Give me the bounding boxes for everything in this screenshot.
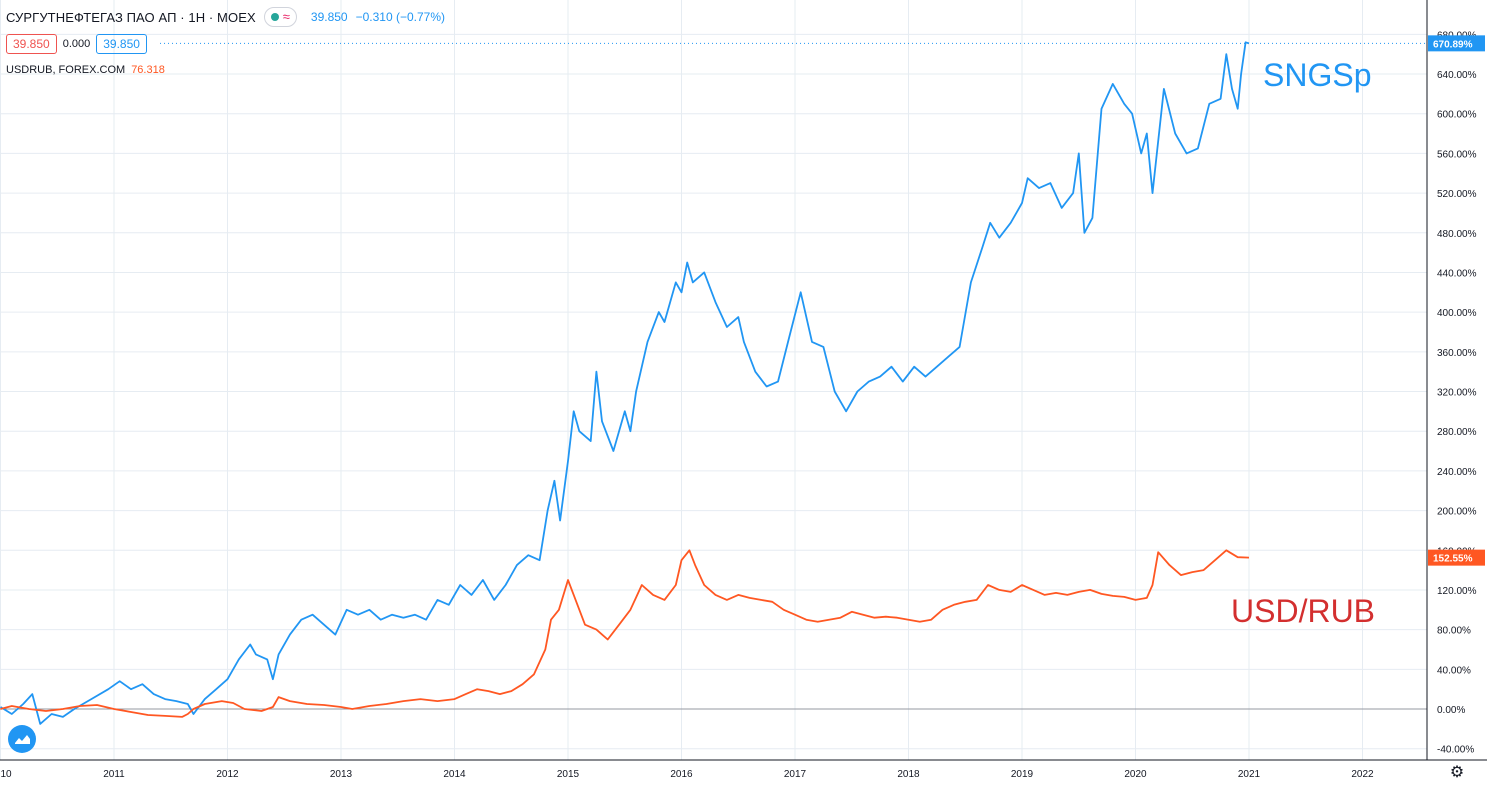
price-badge-sngsp: 670.89%	[1433, 39, 1473, 50]
x-tick-label: 2013	[330, 769, 353, 780]
x-tick-label: 2015	[557, 769, 580, 780]
y-tick-label: 40.00%	[1437, 665, 1471, 676]
status-pill[interactable]: ≈	[263, 7, 297, 27]
y-tick-label: 0.00%	[1437, 705, 1465, 716]
price-badges: 670.89% 152.55%	[1428, 35, 1485, 566]
price-badge-sngsp-bg	[1428, 35, 1485, 52]
y-tick-label: 320.00%	[1437, 388, 1477, 399]
legend-compare: USDRUB, FOREX.COM 76.318	[6, 64, 165, 76]
bid-ask-row: 39.850 0.000 39.850	[6, 34, 147, 54]
y-tick-label: 480.00%	[1437, 229, 1477, 240]
y-tick-label: 640.00%	[1437, 70, 1477, 81]
gear-icon[interactable]: ⚙	[1449, 764, 1465, 781]
price-change: −0.310 (−0.77%)	[355, 10, 445, 24]
cloud-icon	[15, 735, 30, 744]
x-tick-label: 2010	[0, 769, 12, 780]
y-tick-label: 360.00%	[1437, 348, 1477, 359]
grid-lines	[0, 0, 1427, 760]
y-tick-label: 600.00%	[1437, 110, 1477, 121]
price-badge-usdrub: 152.55%	[1433, 554, 1473, 565]
annotations: SNGSp USD/RUB	[1231, 57, 1375, 629]
y-tick-label: 440.00%	[1437, 268, 1477, 279]
y-tick-label: -40.00%	[1437, 745, 1474, 756]
x-tick-label: 2012	[216, 769, 239, 780]
legend-main: СУРГУТНЕФТЕГАЗ ПАО АП · 1Н · MOEX ≈ 39.8…	[6, 7, 445, 27]
annotation-sngsp: SNGSp	[1263, 57, 1371, 93]
y-tick-label: 80.00%	[1437, 626, 1471, 637]
market-status-dot-icon	[270, 13, 279, 21]
y-tick-label: 280.00%	[1437, 427, 1477, 438]
y-tick-label: 560.00%	[1437, 149, 1477, 160]
last-price: 39.850	[310, 10, 348, 24]
series-layer	[0, 41, 1427, 725]
delayed-data-icon: ≈	[282, 9, 290, 24]
series-line-0[interactable]	[0, 41, 1250, 725]
compare-symbol[interactable]: USDRUB, FOREX.COM	[6, 64, 126, 76]
y-tick-label: 400.00%	[1437, 308, 1477, 319]
x-tick-label: 2016	[670, 769, 693, 780]
time-axis[interactable]: 2010 2011 2012 2013 2014 2015 2016 2017 2018 2019…	[0, 759, 1487, 780]
compare-value: 76.318	[131, 64, 165, 76]
price-badge-usdrub-bg	[1428, 549, 1485, 566]
y-tick-label: 120.00%	[1437, 586, 1477, 597]
x-tick-label: 2020	[1124, 769, 1147, 780]
y-tick-label: 520.00%	[1437, 189, 1477, 200]
ask-price[interactable]: 39.850	[96, 34, 147, 54]
symbol-title[interactable]: СУРГУТНЕФТЕГАЗ ПАО АП · 1Н · MOEX	[6, 9, 256, 25]
y-tick-label: 200.00%	[1437, 507, 1477, 518]
x-tick-label: 2014	[443, 769, 466, 780]
x-tick-label: 2011	[103, 769, 125, 780]
x-tick-label: 2017	[784, 769, 807, 780]
x-tick-label: 2019	[1011, 769, 1034, 780]
spread-value: 0.000	[62, 38, 91, 50]
price-axis[interactable]: -40.00%0.00%40.00%80.00%120.00%160.00%20…	[1426, 0, 1477, 760]
annotation-usdrub: USD/RUB	[1231, 593, 1375, 629]
y-tick-label: 240.00%	[1437, 467, 1477, 478]
tradingview-logo-icon[interactable]	[8, 725, 36, 753]
x-tick-label: 2018	[897, 769, 920, 780]
x-tick-label: 2022	[1351, 769, 1374, 780]
series-line-1[interactable]	[0, 549, 1250, 718]
bid-price[interactable]: 39.850	[6, 34, 57, 54]
x-tick-label: 2021	[1238, 769, 1261, 780]
